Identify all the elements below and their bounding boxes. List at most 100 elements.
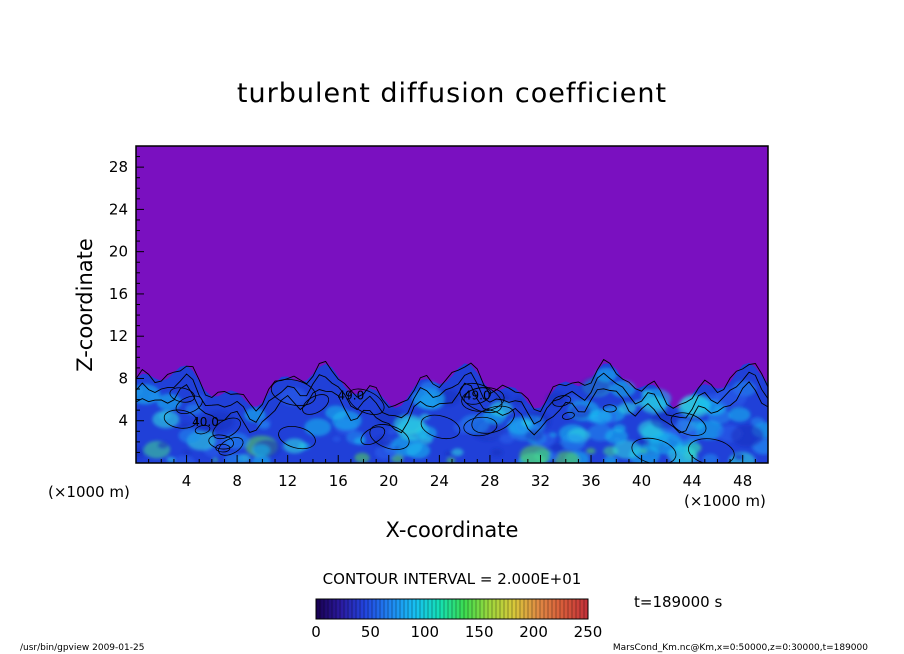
eddy [257,421,271,430]
eddy [580,376,611,397]
colorbar-frame [315,598,589,620]
eddy [178,428,202,444]
contour-line [136,358,768,413]
x-tick-label: 32 [531,472,550,490]
colorbar-tick-label: 100 [410,623,439,641]
x-tick-label: 44 [683,472,702,490]
y-tick-label: 12 [109,327,128,345]
colorbar-ticks: 0 50 100 150 200 250 [311,623,602,641]
eddy [733,453,745,461]
contour-label: 49.0 [464,389,491,403]
eddy [136,384,161,405]
eddy [195,415,222,434]
y-tick-label: 28 [109,158,128,176]
eddy [545,392,566,406]
eddy [714,387,747,409]
eddy-group [136,367,768,463]
contour-lines [136,358,768,463]
y-tick-label: 20 [109,243,128,261]
contour-loop [461,387,505,412]
contour-loop [420,414,461,440]
eddy [640,396,668,414]
colorbar-tick-label: 0 [311,623,321,641]
contour-loop [631,437,677,463]
contour-label-group: 49.0 40.0 49.0 [192,389,490,429]
eddy [491,448,503,457]
eddy [728,407,751,422]
x-tick-label: 36 [581,472,600,490]
eddy [420,413,430,421]
y-tick-label: 4 [118,412,128,430]
colorbar-tick-label: 50 [361,623,380,641]
contour-interval-text: CONTOUR INTERVAL = 2.000E+01 [323,570,582,588]
eddy [586,447,596,455]
eddy [444,451,453,457]
contour-loop [552,395,572,407]
contour-loop [471,405,515,434]
eddy [605,428,628,444]
contour-loop [194,424,211,435]
eddy [136,447,146,459]
eddy [453,420,473,434]
eddy [354,452,370,463]
eddy [554,451,580,463]
eddy [251,455,271,463]
y-axis-label: Z-coordinate [73,238,97,372]
eddy [451,448,464,457]
contour-loop [163,409,197,429]
eddy [172,455,196,463]
eddy [182,450,191,456]
contour-loop [302,394,330,415]
x-tick-label: 28 [480,472,499,490]
contour-loop [270,378,317,407]
x-tick-label: 4 [182,472,192,490]
y-axis: 4 8 12 16 20 24 28 [109,156,144,453]
eddy [373,436,391,448]
eddy [394,445,401,450]
eddy [420,381,439,394]
eddy [212,457,219,462]
eddy [252,444,271,457]
eddy [612,440,641,459]
y-tick-label: 16 [109,285,128,303]
plot-area: 49.0 40.0 49.0 [135,145,769,464]
contour-loop [169,387,196,403]
colorbar-tick-label: 200 [519,623,548,641]
contour-loop [208,434,234,450]
contour-loop [602,404,617,413]
eddy [157,441,169,450]
eddy [304,418,332,437]
contour-loop [459,382,503,414]
eddy [224,432,250,450]
eddy [331,410,362,431]
eddy [499,433,515,444]
colorbar: 0 50 100 150 200 250 [311,598,602,641]
x-tick-label: 40 [632,472,651,490]
x-tick-label: 16 [329,472,348,490]
x-tick-label: 8 [232,472,242,490]
eddy [224,453,244,463]
eddy [496,393,511,404]
x-tick-label: 12 [278,472,297,490]
x-axis-label: X-coordinate [386,518,519,542]
eddy [393,414,425,435]
contour-line [136,381,768,436]
eddy [730,424,764,447]
eddy [512,396,524,405]
eddy [279,387,308,407]
eddy [573,404,588,414]
eddy [412,387,445,410]
eddy [332,436,341,442]
eddy [180,422,191,430]
eddy [610,380,636,398]
eddy [595,367,618,382]
contour-loop [369,424,410,450]
chart-title: turbulent diffusion coefficient [237,78,667,109]
eddy [639,448,648,454]
contour-loop [218,437,244,456]
eddy [152,410,180,429]
eddy [568,394,580,402]
eddy [696,398,712,409]
contour-loop [688,438,735,463]
